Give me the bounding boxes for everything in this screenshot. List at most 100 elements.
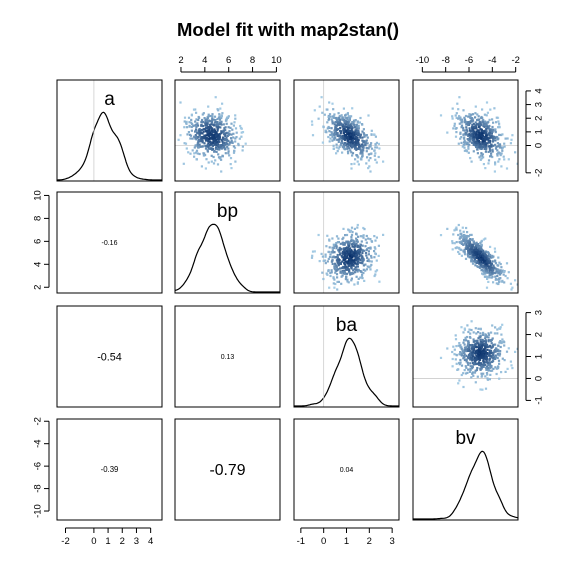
tick-label: 2: [32, 285, 43, 290]
tick-label: -4: [32, 439, 43, 447]
sample-point: [374, 146, 377, 149]
sample-point: [332, 282, 335, 285]
sample-point: [478, 361, 481, 364]
sample-point: [222, 129, 225, 132]
sample-point: [463, 236, 466, 239]
sample-point: [471, 262, 475, 265]
sample-point: [346, 252, 349, 255]
sample-point: [463, 149, 466, 152]
sample-point: [224, 129, 227, 132]
sample-point: [487, 339, 490, 342]
variable-label-bp: bp: [217, 201, 238, 222]
panel-frame: [174, 305, 281, 408]
sample-point: [363, 135, 366, 138]
sample-point: [327, 115, 330, 119]
sample-point: [477, 342, 480, 345]
sample-point: [341, 274, 344, 277]
sample-point: [469, 134, 472, 137]
sample-point: [494, 131, 497, 134]
sample-point: [497, 271, 501, 274]
sample-point: [355, 143, 358, 147]
sample-point: [355, 147, 358, 150]
sample-point: [326, 260, 329, 263]
sample-point: [373, 149, 376, 152]
sample-point: [484, 387, 488, 390]
sample-point: [235, 131, 238, 134]
sample-point: [491, 136, 494, 139]
sample-point: [339, 270, 342, 273]
sample-point: [455, 116, 458, 119]
sample-point: [362, 128, 365, 131]
sample-point: [331, 139, 334, 142]
sample-point: [477, 343, 480, 346]
sample-point: [469, 243, 472, 246]
sample-point: [333, 267, 336, 270]
sample-point: [194, 133, 197, 137]
sample-point: [220, 138, 223, 142]
sample-point: [473, 131, 476, 134]
sample-point: [470, 259, 473, 262]
sample-point: [494, 139, 497, 142]
sample-point: [360, 157, 363, 160]
sample-point: [488, 137, 491, 140]
sample-point: [471, 247, 474, 250]
sample-point: [451, 242, 454, 245]
sample-point: [342, 128, 345, 131]
sample-point: [211, 135, 214, 138]
sample-point: [484, 167, 487, 170]
sample-point: [348, 247, 351, 250]
sample-point: [363, 279, 366, 282]
sample-point: [220, 147, 223, 150]
sample-point: [503, 270, 506, 273]
sample-point: [346, 254, 349, 257]
sample-point: [498, 280, 501, 283]
sample-point: [497, 120, 500, 123]
sample-point: [211, 144, 214, 147]
sample-point: [465, 360, 468, 363]
sample-point: [446, 227, 449, 230]
sample-point: [470, 160, 473, 163]
scatter-panel-a-bv: [413, 96, 518, 173]
sample-point: [361, 139, 364, 142]
sample-point: [471, 253, 474, 257]
sample-point: [496, 152, 499, 156]
sample-point: [461, 350, 464, 353]
sample-point: [218, 122, 221, 126]
sample-point: [367, 237, 370, 240]
sample-point: [471, 367, 474, 370]
sample-point: [472, 133, 475, 136]
sample-point: [478, 364, 481, 367]
sample-point: [321, 141, 324, 144]
sample-point: [462, 129, 465, 132]
sample-point: [500, 371, 503, 374]
sample-point: [216, 117, 219, 121]
sample-point: [217, 125, 220, 129]
sample-point: [351, 251, 354, 254]
sample-point: [332, 243, 335, 246]
sample-point: [505, 262, 509, 265]
sample-point: [495, 278, 498, 281]
sample-point: [472, 240, 475, 243]
sample-point: [491, 150, 494, 153]
sample-point: [362, 226, 365, 230]
sample-point: [207, 105, 210, 108]
sample-point: [504, 274, 507, 278]
sample-point: [480, 243, 483, 246]
sample-point: [468, 127, 471, 130]
sample-point: [460, 235, 464, 238]
sample-point: [463, 353, 466, 356]
sample-point: [244, 142, 247, 145]
sample-point: [485, 372, 489, 375]
sample-point: [479, 246, 482, 249]
sample-point: [354, 145, 357, 148]
sample-point: [368, 260, 371, 263]
sample-point: [349, 149, 352, 152]
sample-point: [328, 130, 331, 133]
sample-point: [482, 349, 485, 352]
sample-point: [333, 278, 336, 281]
sample-point: [330, 133, 333, 136]
sample-point: [365, 139, 368, 142]
sample-point: [471, 355, 475, 358]
tick-label: 3: [390, 536, 395, 547]
sample-point: [490, 342, 493, 345]
